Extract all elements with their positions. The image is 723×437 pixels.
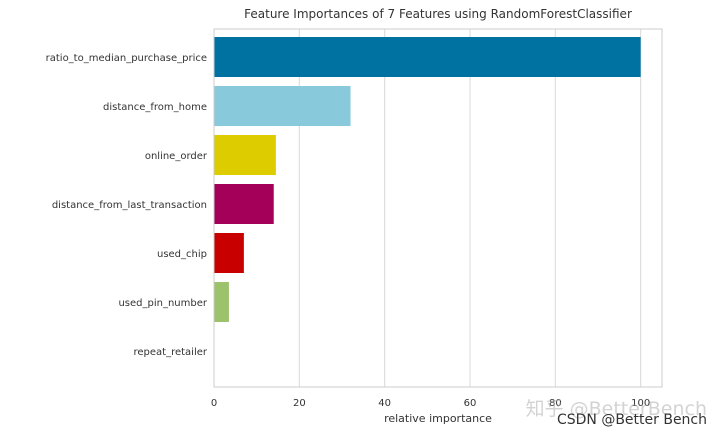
- x-tick-labels: 0 20 40 60 80 100: [211, 398, 650, 409]
- bar-ratio-to-median-purchase-price: [214, 37, 641, 77]
- x-tick-label: 20: [293, 398, 306, 409]
- y-tick-label: distance_from_last_transaction: [52, 200, 207, 211]
- plot-frame: [213, 28, 663, 388]
- y-tick-label: used_chip: [157, 249, 207, 260]
- x-tick-label: 80: [549, 398, 562, 409]
- y-tick-label: used_pin_number: [118, 298, 207, 309]
- x-axis-label: relative importance: [384, 412, 492, 425]
- y-tick-label: online_order: [145, 151, 208, 162]
- x-tick-label: 40: [378, 398, 391, 409]
- y-tick-labels: ratio_to_median_purchase_price distance_f…: [46, 53, 208, 358]
- y-tick-label: repeat_retailer: [133, 347, 207, 358]
- grid-lines: [213, 29, 642, 387]
- x-tick-label: 0: [211, 398, 217, 409]
- watermark-zhihu: 知乎 @BetterBench: [525, 398, 707, 420]
- bar-used-pin-number: [214, 282, 229, 322]
- y-tick-label: distance_from_home: [103, 102, 207, 113]
- bar-distance-from-last-transaction: [214, 184, 274, 224]
- bars: [214, 37, 641, 322]
- bar-distance-from-home: [214, 86, 351, 126]
- chart-title: Feature Importances of 7 Features using …: [244, 7, 632, 21]
- x-tick-label: 100: [631, 398, 650, 409]
- watermark-csdn: CSDN @Better Bench: [556, 412, 707, 428]
- y-tick-label: ratio_to_median_purchase_price: [46, 53, 207, 64]
- bar-used-chip: [214, 233, 244, 273]
- bar-online-order: [214, 135, 276, 175]
- x-tick-label: 60: [464, 398, 477, 409]
